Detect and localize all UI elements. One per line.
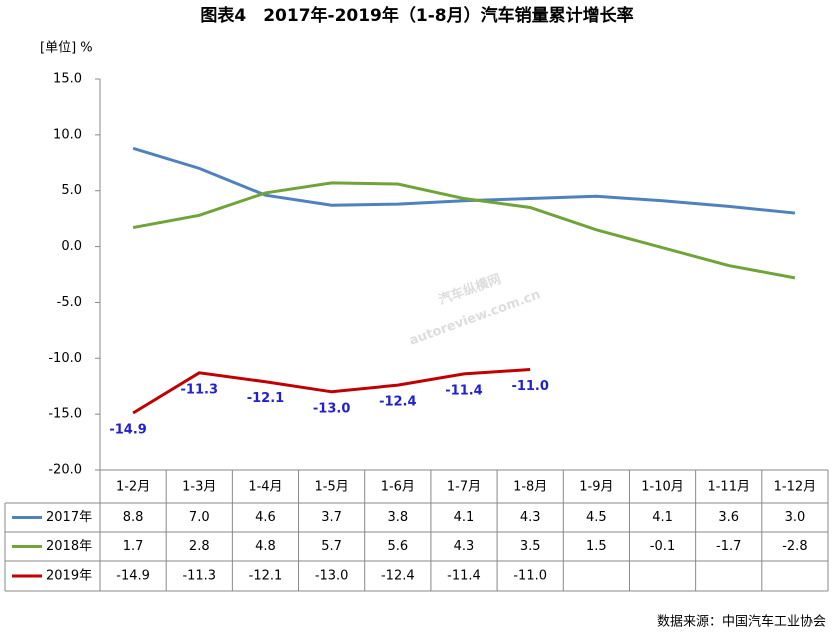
- source: 数据来源：中国汽车工业协会: [657, 614, 826, 630]
- x-tick-label: 1-5月: [315, 480, 349, 495]
- table-cell: 7.0: [189, 510, 210, 525]
- legend-label: 2018年: [46, 539, 92, 554]
- table-cell: -11.3: [182, 569, 216, 584]
- chart-title: 图表4 2017年-2019年（1-8月）汽车销量累计增长率: [200, 5, 633, 26]
- table-cell: 5.6: [387, 539, 408, 554]
- table-cell: 1.5: [586, 539, 607, 554]
- table-cell: 4.6: [255, 510, 276, 525]
- table-cell: 8.8: [123, 510, 144, 525]
- table-cell: 4.5: [586, 510, 607, 525]
- table-cell: 4.3: [520, 510, 541, 525]
- data-label: -11.0: [511, 379, 548, 394]
- table-cell: 3.0: [785, 510, 806, 525]
- y-tick-label: 0.0: [61, 239, 82, 254]
- x-tick-label: 1-3月: [182, 480, 216, 495]
- x-tick-label: 1-11月: [707, 480, 750, 495]
- x-tick-label: 1-9月: [579, 480, 613, 495]
- table-cell: -13.0: [315, 569, 349, 584]
- x-tick-label: 1-8月: [513, 480, 547, 495]
- series-line: [132, 367, 531, 415]
- y-tick-label: 5.0: [61, 183, 82, 198]
- table-cell: 4.1: [652, 510, 673, 525]
- table-cell: 4.8: [255, 539, 276, 554]
- table-cell: 3.8: [387, 510, 408, 525]
- legend-label: 2017年: [46, 510, 92, 525]
- watermark: autoreview.com.cn: [407, 287, 542, 348]
- series-line: [132, 181, 796, 280]
- table-cell: -12.4: [381, 569, 415, 584]
- series-line: [132, 146, 796, 215]
- table-cell: -11.0: [513, 569, 547, 584]
- data-label: -14.9: [109, 423, 146, 438]
- data-label: -11.4: [445, 383, 482, 398]
- y-tick-label: -10.0: [48, 351, 82, 366]
- legend-label: 2019年: [46, 569, 92, 584]
- table-cell: -2.8: [782, 539, 807, 554]
- table-cell: 2.8: [189, 539, 210, 554]
- table-cell: 5.7: [321, 539, 342, 554]
- table-cell: 3.6: [718, 510, 739, 525]
- data-label: -13.0: [313, 401, 350, 416]
- table-cell: 4.3: [454, 539, 475, 554]
- data-label: -11.3: [181, 382, 218, 397]
- table-cell: -11.4: [447, 569, 481, 584]
- x-tick-label: 1-2月: [116, 480, 150, 495]
- x-tick-label: 1-10月: [641, 480, 684, 495]
- x-tick-label: 1-12月: [774, 480, 817, 495]
- y-tick-label: -20.0: [48, 463, 82, 478]
- y-tick-label: 10.0: [53, 127, 82, 142]
- table-cell: 3.7: [321, 510, 342, 525]
- x-tick-label: 1-4月: [248, 480, 282, 495]
- data-label: -12.1: [247, 391, 284, 406]
- data-label: -12.4: [379, 395, 416, 410]
- x-tick-label: 1-6月: [381, 480, 415, 495]
- table-cell: -14.9: [116, 569, 150, 584]
- table-cell: -1.7: [716, 539, 741, 554]
- y-tick-label: 15.0: [53, 72, 82, 87]
- y-tick-label: -5.0: [57, 295, 82, 310]
- table-cell: 4.1: [454, 510, 475, 525]
- x-tick-label: 1-7月: [447, 480, 481, 495]
- y-axis-label: [单位] %: [40, 41, 93, 56]
- table-cell: 1.7: [123, 539, 144, 554]
- y-tick-label: -15.0: [48, 407, 82, 422]
- table-cell: -12.1: [249, 569, 283, 584]
- table-cell: 3.5: [520, 539, 541, 554]
- table-cell: -0.1: [650, 539, 675, 554]
